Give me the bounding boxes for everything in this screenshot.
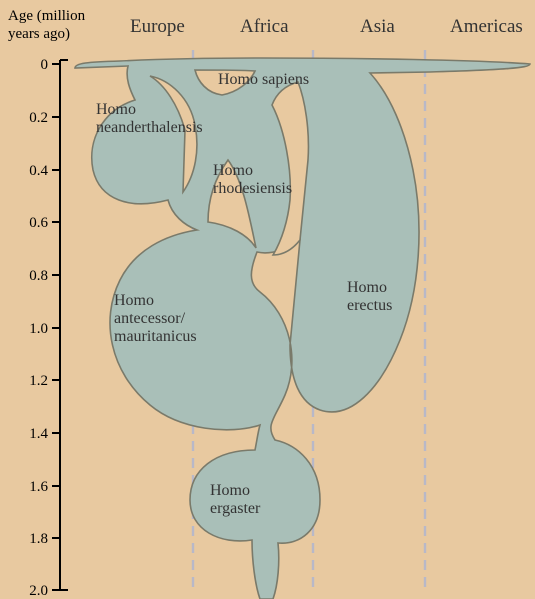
species-antecessor-label: antecessor/ <box>114 310 186 327</box>
species-erectus-label: erectus <box>347 297 392 314</box>
axis-tick-label: 1.6 <box>29 479 48 495</box>
axis-tick-label: 1.0 <box>29 321 48 337</box>
axis-tick-label: 1.2 <box>29 373 48 389</box>
species-antecessor-label: mauritanicus <box>114 328 197 345</box>
axis-tick-label: 0.4 <box>29 163 48 179</box>
axis-tick-label: 2.0 <box>29 583 48 599</box>
species-neanderthal-label: neanderthalensis <box>96 119 203 136</box>
region-label: Asia <box>360 16 395 37</box>
axis-tick-label: 1.4 <box>29 426 48 442</box>
region-label: Americas <box>450 16 523 37</box>
axis-title-line: years ago) <box>8 26 70 42</box>
axis-tick-label: 0.6 <box>29 215 48 231</box>
species-ergaster-label: Homo <box>210 482 250 499</box>
species-erectus-label: Homo <box>347 279 387 296</box>
axis-tick-label: 0.8 <box>29 268 48 284</box>
region-label: Europe <box>130 16 185 37</box>
species-neanderthal-label: Homo <box>96 101 136 118</box>
species-ergaster-label: ergaster <box>210 500 261 517</box>
axis-title-line: Age (million <box>8 8 86 24</box>
species-rhodesiensis-label: Homo <box>213 162 253 179</box>
region-label: Africa <box>240 16 289 37</box>
species-sapiens-label: Homo sapiens <box>218 71 309 88</box>
species-antecessor-label: Homo <box>114 292 154 309</box>
species-rhodesiensis-label: rhodesiensis <box>213 180 292 197</box>
axis-tick-label: 0.2 <box>29 110 48 126</box>
axis-tick-label: 1.8 <box>29 531 48 547</box>
axis-tick-label: 0 <box>41 57 49 73</box>
